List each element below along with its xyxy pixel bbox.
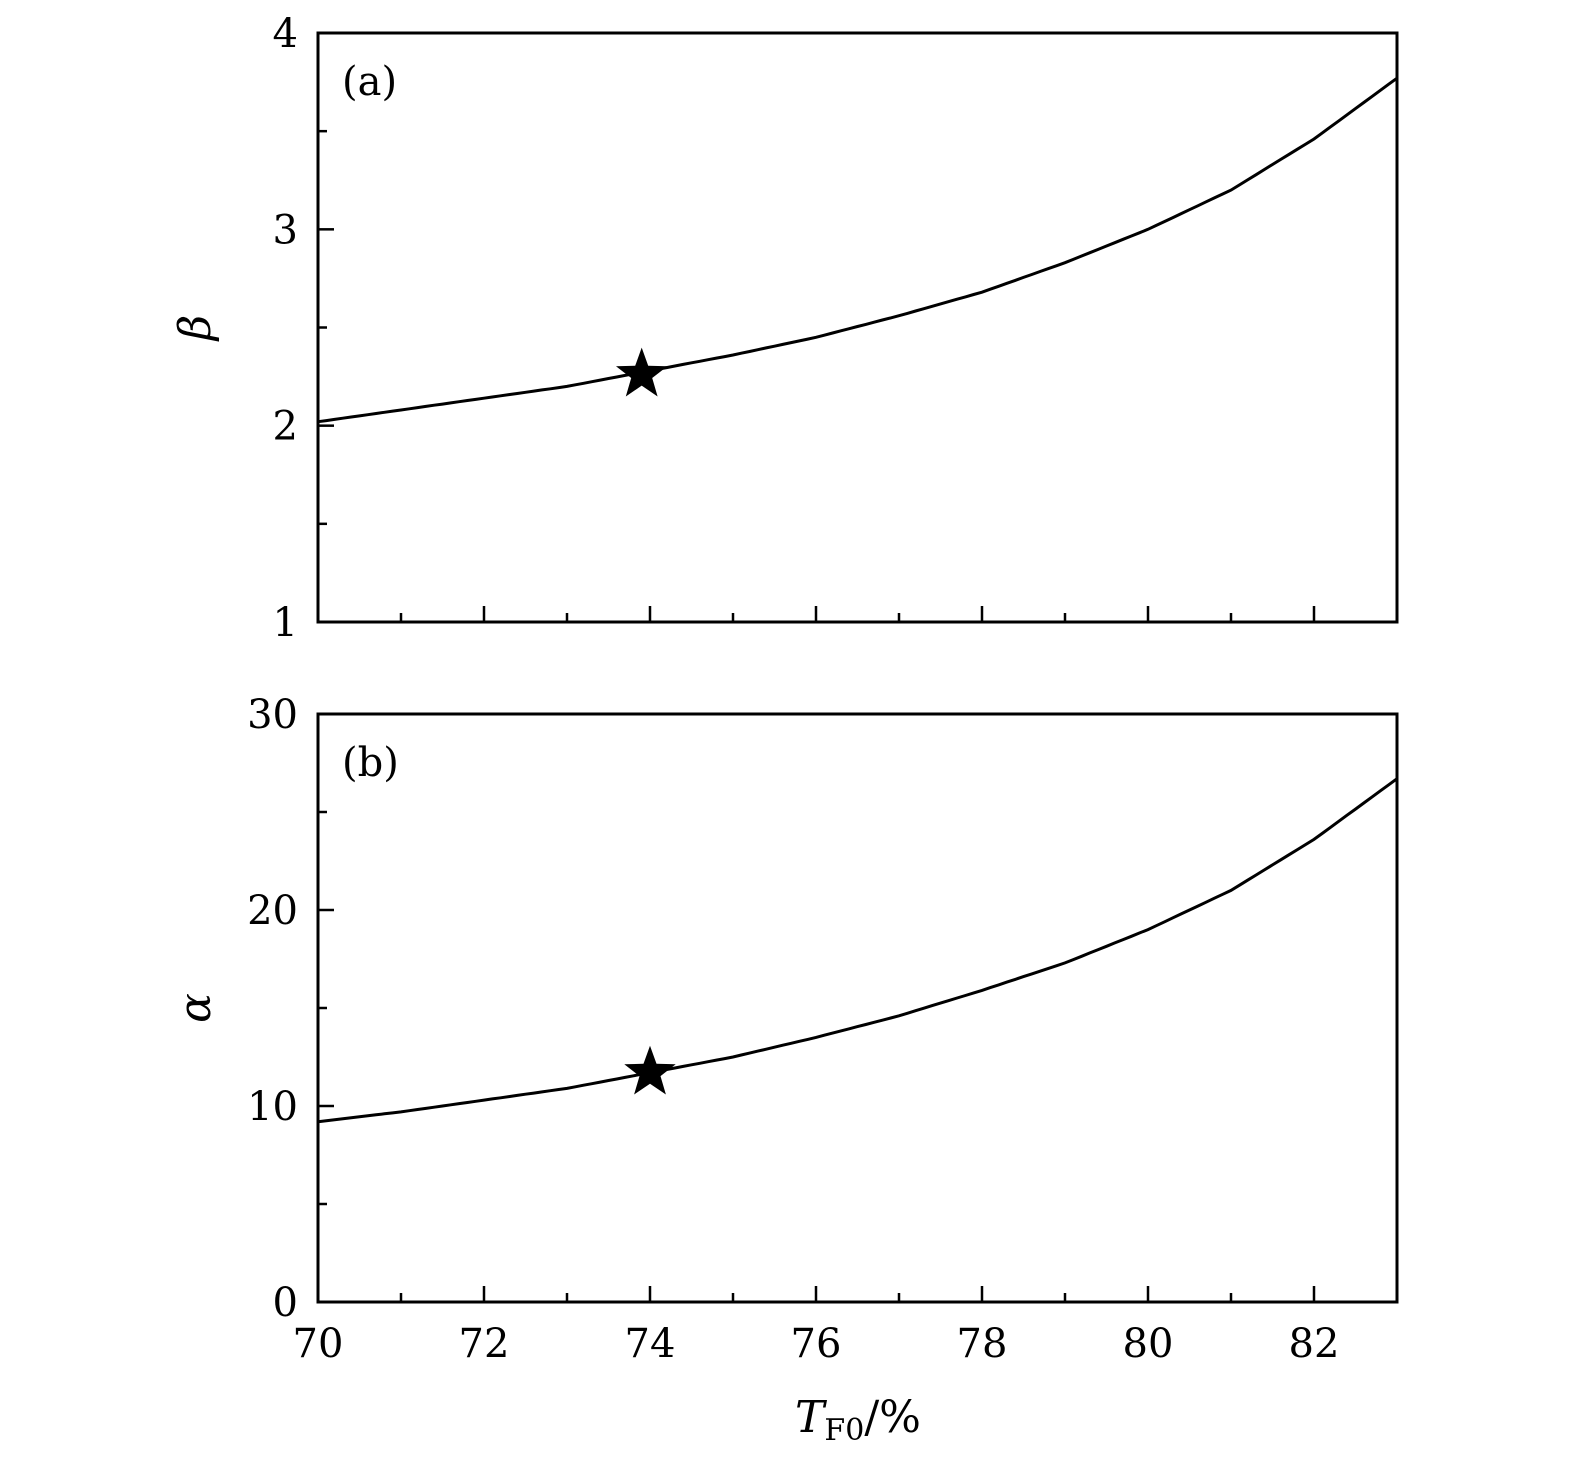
- panel-label: (b): [342, 740, 399, 786]
- panel-a: 1 2 3 4 β (a): [170, 11, 1399, 646]
- x-tick-label: 76: [791, 1321, 842, 1367]
- y-tick-label: 1: [273, 600, 298, 646]
- x-tick-label: 74: [625, 1321, 676, 1367]
- y-axis-label: β: [170, 315, 221, 342]
- x-axis-title-subscript: F0: [824, 1413, 864, 1448]
- x-axis-title-suffix: /%: [864, 1392, 921, 1443]
- star-marker: [616, 347, 668, 397]
- series-line: [317, 777, 1398, 1124]
- star-marker: [624, 1045, 676, 1095]
- y-tick-label: 10: [247, 1084, 298, 1130]
- panel-b: 70 72 74 76 78 80 82 0 10 20 30 α (b): [170, 692, 1399, 1367]
- y-tick-label: 4: [273, 11, 298, 57]
- x-tick-label: 78: [957, 1321, 1008, 1367]
- x-tick-label: 80: [1123, 1321, 1174, 1367]
- x-tick-label: 70: [293, 1321, 344, 1367]
- series-line: [317, 76, 1398, 424]
- y-axis-label: α: [170, 993, 221, 1023]
- y-tick-label: 20: [247, 888, 298, 934]
- y-tick-label: 3: [273, 207, 298, 253]
- y-tick-label: 2: [273, 404, 298, 450]
- x-tick-label: 72: [459, 1321, 510, 1367]
- plot-frame: [316, 712, 1399, 1304]
- y-tick-label: 30: [247, 692, 298, 738]
- y-tick-label: 0: [273, 1280, 298, 1326]
- panel-label: (a): [342, 59, 397, 105]
- x-axis-title: TF0/%: [795, 1392, 921, 1448]
- x-tick-label: 82: [1289, 1321, 1340, 1367]
- x-axis-title-main: T: [795, 1392, 828, 1443]
